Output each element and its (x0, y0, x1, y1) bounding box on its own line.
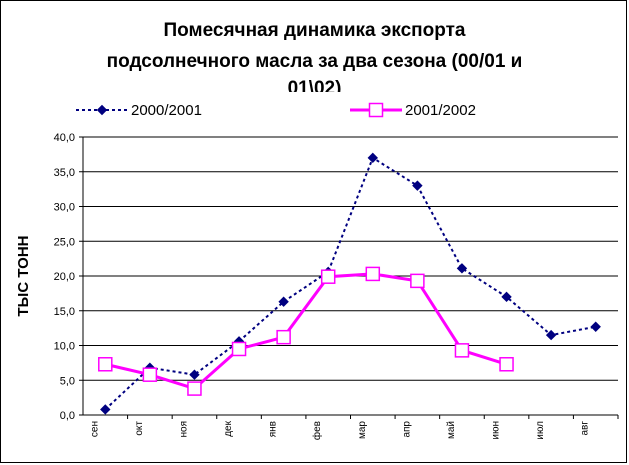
legend-marker-1 (96, 104, 108, 116)
series-line-2 (104, 272, 507, 391)
data-point-2 (231, 341, 247, 357)
data-point-2 (187, 381, 202, 396)
x-tick-label: апр (401, 421, 412, 438)
y-tick-label: 25,0 (54, 236, 75, 248)
x-tick-label: июн (491, 421, 502, 440)
y-tick-label: 10,0 (54, 341, 75, 353)
legend-marker-2 (368, 102, 384, 118)
data-point-2 (276, 329, 291, 345)
chart-title-line-3: 01\02) (287, 78, 342, 92)
series-line-1 (104, 156, 596, 411)
y-axis-title: ТЫС ТОНН (15, 236, 32, 317)
x-tick-label: янв (268, 421, 279, 437)
y-tick-label: 40,0 (54, 132, 75, 144)
legend-label-1: 2000/2001 (131, 102, 202, 119)
data-point-1 (367, 152, 378, 164)
data-point-1 (501, 291, 512, 303)
chart-title-line-2: подсолнечного масла за два сезона (00/01… (106, 51, 523, 72)
legend-label-2: 2001/2002 (405, 102, 476, 119)
x-tick-label: сен (89, 421, 100, 437)
chart-title-line-1: Помесячная динамика экспорта (163, 20, 466, 41)
x-tick-label: мар (357, 421, 368, 439)
y-tick-label: 35,0 (54, 167, 75, 179)
data-point-2 (499, 357, 514, 372)
data-point-1 (278, 296, 289, 307)
data-point-1 (412, 180, 423, 191)
data-point-2 (98, 357, 113, 372)
data-point-1 (456, 263, 468, 274)
data-point-1 (100, 404, 111, 415)
y-tick-label: 20,0 (54, 271, 75, 283)
data-point-2 (365, 266, 381, 282)
x-tick-label: фев (311, 421, 323, 440)
x-tick-label: дек (223, 420, 234, 436)
data-point-2 (320, 269, 336, 284)
data-point-2 (410, 273, 425, 289)
y-tick-label: 5,0 (60, 375, 75, 387)
data-point-2 (454, 343, 470, 358)
y-tick-label: 0,0 (60, 410, 75, 422)
data-point-1 (189, 369, 200, 380)
x-tick-label: авг (580, 421, 591, 436)
x-tick-label: окт (134, 421, 145, 436)
data-point-1 (590, 321, 601, 332)
data-point-2 (142, 367, 158, 382)
y-tick-label: 15,0 (54, 306, 75, 318)
data-point-1 (545, 329, 557, 341)
x-tick-label: ноя (178, 421, 189, 438)
y-tick-label: 30,0 (54, 202, 75, 214)
x-tick-label: май (446, 421, 457, 439)
x-tick-label: июл (535, 421, 546, 440)
